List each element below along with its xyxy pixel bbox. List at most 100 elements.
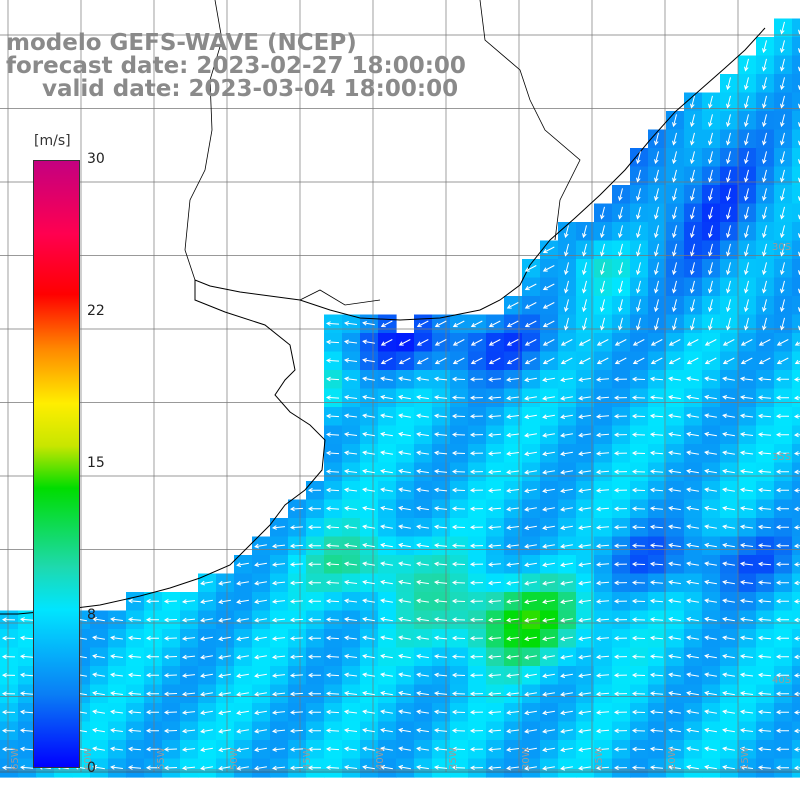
wind-arrow [344,600,358,603]
wind-arrowhead [487,395,493,401]
wind-arrowhead [654,159,659,165]
wind-arrow [417,618,429,622]
wind-arrow [452,397,466,399]
wind-arrowhead [343,524,349,530]
wind-arrow [579,655,591,659]
wind-arrowhead [487,747,493,752]
wind-arrow [650,507,664,510]
wind-arrow [399,488,411,492]
wind-arrow [691,262,695,275]
wind-arrow [596,748,610,751]
wind-arrowhead [708,122,713,128]
wind-arrow [794,748,800,751]
wind-arrowhead [618,307,623,313]
wind-arrowhead [744,85,749,91]
wind-arrowhead [145,654,151,660]
wind-arrow [488,581,502,584]
wind-arrow [417,636,429,640]
wind-arrowhead [582,307,587,313]
wind-cell [792,166,800,186]
wind-arrowhead [744,140,749,146]
wind-arrowhead [343,635,349,641]
wind-arrow [650,526,664,529]
wind-arrowhead [649,580,655,585]
wind-arrowhead [595,451,601,456]
wind-arrowhead [722,691,728,696]
wind-cell [792,148,800,168]
wind-arrowhead [362,339,367,345]
wind-arrowhead [524,710,530,716]
wind-arrow [381,729,393,733]
wind-arrowhead [200,747,205,752]
wind-arrowhead [343,432,349,437]
wind-arrowhead [686,505,692,511]
wind-arrow [745,243,749,256]
wind-arrowhead [487,728,493,734]
wind-arrowhead [762,85,767,91]
wind-arrowhead [704,616,710,622]
wind-arrow [290,637,304,640]
wind-arrowhead [542,267,548,272]
wind-arrow [543,488,555,492]
wind-arrowhead [613,728,619,734]
wind-arrowhead [362,709,367,715]
wind-arrow [434,618,448,621]
wind-arrowhead [739,635,745,641]
wind-arrowhead [775,691,781,697]
wind-arrowhead [632,359,638,365]
wind-arrowhead [398,690,404,696]
wind-arrowhead [433,543,439,548]
wind-arrowhead [416,672,421,678]
wind-arrow [763,225,767,238]
wind-arrow [794,378,800,381]
wind-arrowhead [793,525,799,530]
wind-arrowhead [236,728,242,734]
wind-arrowhead [595,469,601,475]
wind-arrowhead [398,561,404,567]
wind-arrowhead [416,413,421,419]
wind-arrowhead [722,413,728,419]
wind-arrowhead [704,672,710,678]
wind-arrow [507,581,519,584]
wind-arrow [745,188,749,201]
wind-arrow [525,710,537,714]
wind-arrow [758,452,772,455]
wind-arrow [363,692,375,696]
coastline [0,27,766,615]
wind-arrow [669,747,681,751]
wind-arrow [650,396,664,399]
wind-arrowhead [762,140,767,146]
wind-arrow [488,655,502,658]
wind-arrow [709,169,713,182]
wind-arrowhead [218,617,224,623]
wind-arrowhead [127,598,133,604]
wind-arrow [758,544,772,547]
wind-arrowhead [469,543,475,549]
wind-arrowhead [613,654,619,660]
wind-arrow [381,339,393,346]
wind-arrowhead [416,654,421,659]
wind-arrowhead [631,432,637,438]
wind-arrowhead [343,617,349,622]
wind-arrowhead [380,322,386,328]
wind-arrow [507,655,519,658]
wind-arrowhead [506,765,511,771]
wind-arrowhead [578,728,583,734]
wind-arrowhead [686,764,692,770]
wind-arrowhead [560,765,566,771]
longitude-label: 60W [83,747,94,770]
wind-arrow [565,225,569,238]
wind-arrow [326,452,340,455]
wind-arrowhead [542,451,548,457]
wind-arrowhead [127,672,133,678]
wind-arrow [255,544,267,548]
wind-arrow [687,766,699,770]
wind-arrow [632,508,646,510]
wind-arrowhead [649,543,655,548]
wind-arrowhead [218,728,224,734]
wind-arrow [781,317,785,330]
wind-arrow [363,599,375,603]
wind-arrowhead [398,727,404,733]
wind-arrowhead [631,395,637,401]
wind-arrow [601,243,605,256]
